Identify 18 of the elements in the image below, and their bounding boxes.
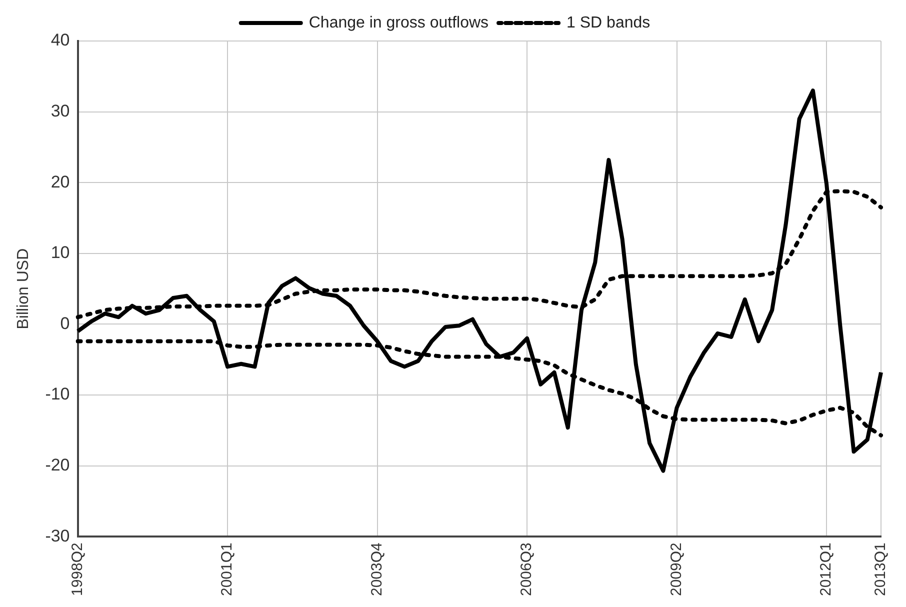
legend-label: 1 SD bands (566, 14, 650, 32)
x-tick-label: 2001Q1 (218, 542, 236, 596)
x-tick-label: 2003Q4 (368, 542, 386, 596)
legend-label: Change in gross outflows (308, 14, 489, 32)
x-tick-label: 2013Q1 (872, 542, 890, 596)
x-tick-label: 1998Q2 (68, 542, 86, 596)
y-axis-title: Billion USD (15, 248, 32, 330)
x-tick-label: 2009Q2 (668, 542, 685, 596)
x-tick-label: 2012Q1 (818, 542, 835, 596)
y-tick-label: 20 (50, 172, 70, 192)
y-tick-label: -20 (45, 456, 70, 475)
y-tick-label: -10 (45, 384, 70, 404)
y-tick-label: 0 (60, 314, 70, 333)
y-tick-label: -30 (45, 526, 70, 546)
y-tick-label: 40 (50, 30, 70, 50)
y-tick-label: 10 (50, 243, 70, 262)
y-tick-label: 30 (50, 101, 70, 120)
x-tick-label: 2006Q3 (518, 542, 536, 596)
